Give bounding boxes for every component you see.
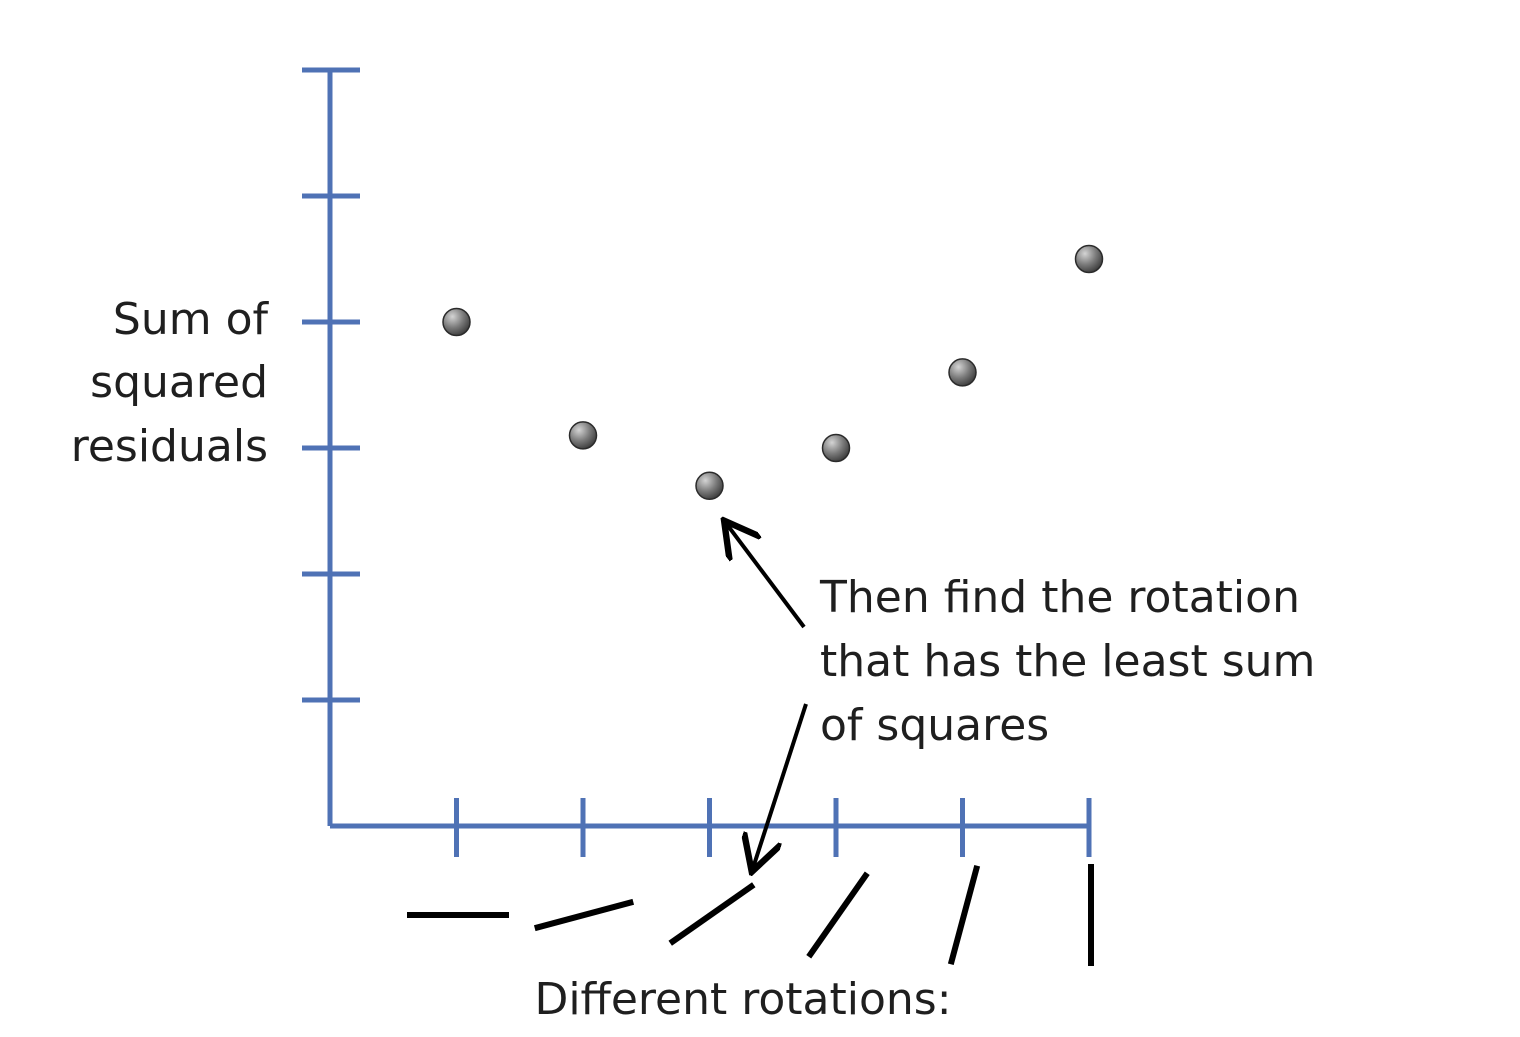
arrow-to-point (727, 524, 806, 629)
rotation-lines (407, 864, 1094, 966)
annotation-arrows (727, 524, 808, 868)
data-point (442, 307, 471, 337)
data-point (568, 421, 598, 450)
data-point (948, 358, 977, 387)
data-point (821, 433, 851, 463)
data-point (1074, 244, 1104, 274)
rotation-line (533, 898, 635, 932)
x-axis-label: Different rotations: (534, 974, 951, 1025)
y-axis-label-line-1: Sum of (113, 294, 270, 345)
rotation-line (947, 864, 981, 966)
y-axis-label-line-3: residuals (71, 421, 268, 472)
annotation-line-2: that has the least sum (820, 636, 1315, 687)
axes (302, 67, 1092, 857)
y-axis-label-line-2: squared (90, 357, 268, 408)
annotation-line-1: Then find the rotation (819, 572, 1300, 623)
data-points (442, 244, 1104, 501)
arrow-to-rotation (753, 703, 808, 868)
rotation-line (668, 882, 756, 946)
annotation-line-3: of squares (820, 700, 1049, 751)
data-point (695, 471, 724, 501)
rotation-line (806, 871, 870, 959)
